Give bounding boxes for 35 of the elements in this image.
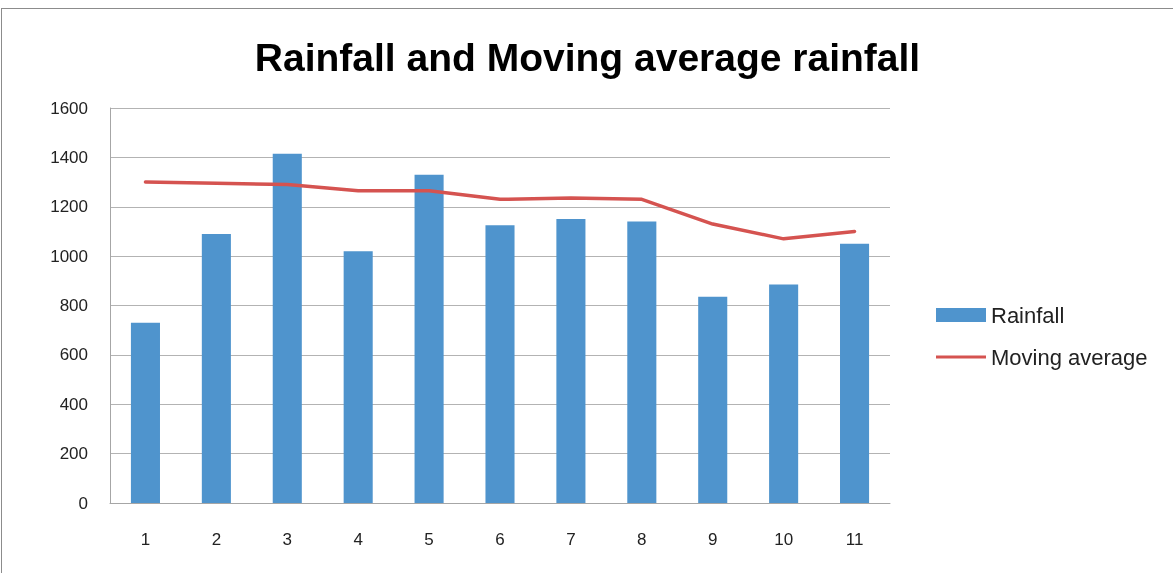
y-tick-label: 800	[59, 296, 88, 315]
bar	[698, 296, 728, 503]
bar	[343, 251, 373, 503]
x-tick-label: 9	[707, 530, 718, 549]
y-tick-label: 400	[59, 394, 88, 414]
bar	[769, 284, 799, 503]
x-tick-label: 6	[495, 530, 505, 549]
x-tick-label: 4	[353, 530, 363, 549]
x-tick-label: 5	[424, 530, 434, 549]
x-tick-label: 2	[211, 530, 222, 549]
y-tick-label: 200	[59, 444, 88, 464]
y-tick-label: 1000	[50, 246, 88, 266]
bar	[272, 153, 302, 503]
bar	[414, 174, 444, 503]
line-series	[143, 180, 857, 241]
bar	[627, 221, 657, 503]
bar	[840, 243, 870, 503]
chart-title: Rainfall and Moving average rainfall	[254, 36, 921, 79]
y-tick-label: 0	[78, 493, 88, 513]
x-tick-label: 10	[774, 530, 794, 549]
legend-label: Rainfall	[991, 302, 1065, 328]
bar	[201, 233, 231, 503]
y-tick-label: 1600	[50, 98, 88, 118]
x-tick-label: 8	[637, 530, 647, 549]
x-tick-label: 7	[566, 530, 576, 549]
x-tick-label: 11	[845, 530, 864, 549]
y-tick-label: 1200	[50, 197, 88, 217]
y-tick-label: 1400	[50, 147, 88, 167]
bar	[556, 219, 586, 503]
bar	[130, 322, 160, 503]
legend-label: Moving average	[991, 344, 1148, 370]
bar	[485, 225, 515, 503]
x-tick-label: 3	[282, 530, 293, 549]
y-tick-label: 600	[59, 345, 88, 365]
x-tick-label: 1	[140, 530, 151, 549]
